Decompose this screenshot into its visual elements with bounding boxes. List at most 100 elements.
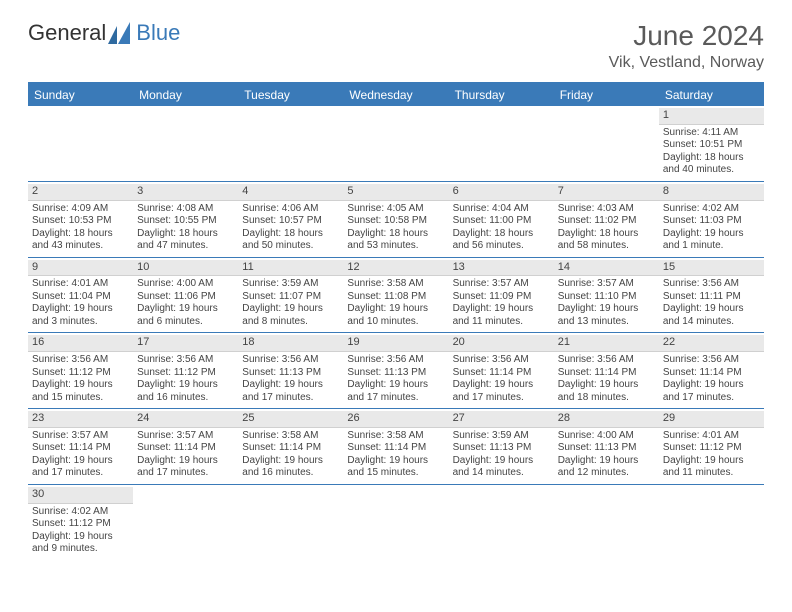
daylight-text: and 50 minutes. bbox=[242, 240, 339, 253]
sunrise-text: Sunrise: 4:02 AM bbox=[663, 203, 760, 216]
calendar-day: 18Sunrise: 3:56 AMSunset: 11:13 PMDaylig… bbox=[238, 333, 343, 408]
sunrise-text: Sunrise: 3:57 AM bbox=[32, 430, 129, 443]
calendar-day: 24Sunrise: 3:57 AMSunset: 11:14 PMDaylig… bbox=[133, 409, 238, 484]
sunset-text: Sunset: 11:14 PM bbox=[137, 442, 234, 455]
sunrise-text: Sunrise: 4:05 AM bbox=[347, 203, 444, 216]
sunset-text: Sunset: 11:13 PM bbox=[242, 367, 339, 380]
sunrise-text: Sunrise: 3:56 AM bbox=[137, 354, 234, 367]
sunset-text: Sunset: 10:51 PM bbox=[663, 139, 760, 152]
logo-icon bbox=[108, 22, 134, 44]
sunset-text: Sunset: 11:10 PM bbox=[558, 291, 655, 304]
calendar-day: 1Sunrise: 4:11 AMSunset: 10:51 PMDayligh… bbox=[659, 106, 764, 181]
daylight-text: and 16 minutes. bbox=[242, 467, 339, 480]
daylight-text: Daylight: 18 hours bbox=[663, 152, 760, 165]
daylight-text: and 40 minutes. bbox=[663, 164, 760, 177]
sunset-text: Sunset: 11:09 PM bbox=[453, 291, 550, 304]
day-number: 17 bbox=[133, 335, 238, 352]
sunset-text: Sunset: 11:02 PM bbox=[558, 215, 655, 228]
daylight-text: and 12 minutes. bbox=[558, 467, 655, 480]
daylight-text: Daylight: 19 hours bbox=[242, 303, 339, 316]
logo-text-2: Blue bbox=[136, 20, 180, 46]
sunrise-text: Sunrise: 4:00 AM bbox=[558, 430, 655, 443]
calendar-day: 29Sunrise: 4:01 AMSunset: 11:12 PMDaylig… bbox=[659, 409, 764, 484]
calendar-week: 23Sunrise: 3:57 AMSunset: 11:14 PMDaylig… bbox=[28, 409, 764, 485]
calendar-day-empty bbox=[133, 485, 238, 560]
calendar-day: 4Sunrise: 4:06 AMSunset: 10:57 PMDayligh… bbox=[238, 182, 343, 257]
daylight-text: and 16 minutes. bbox=[137, 392, 234, 405]
calendar-day: 25Sunrise: 3:58 AMSunset: 11:14 PMDaylig… bbox=[238, 409, 343, 484]
day-number: 15 bbox=[659, 260, 764, 277]
daylight-text: and 17 minutes. bbox=[663, 392, 760, 405]
sunset-text: Sunset: 11:12 PM bbox=[663, 442, 760, 455]
daylight-text: Daylight: 19 hours bbox=[663, 379, 760, 392]
day-number: 24 bbox=[133, 411, 238, 428]
daylight-text: Daylight: 19 hours bbox=[32, 531, 129, 544]
sunrise-text: Sunrise: 3:58 AM bbox=[242, 430, 339, 443]
calendar-day-empty bbox=[238, 485, 343, 560]
daylight-text: Daylight: 19 hours bbox=[663, 228, 760, 241]
calendar-day-empty bbox=[343, 485, 448, 560]
day-number: 6 bbox=[449, 184, 554, 201]
daylight-text: Daylight: 19 hours bbox=[32, 455, 129, 468]
sunrise-text: Sunrise: 3:56 AM bbox=[558, 354, 655, 367]
sunrise-text: Sunrise: 3:57 AM bbox=[453, 278, 550, 291]
sunrise-text: Sunrise: 3:56 AM bbox=[32, 354, 129, 367]
day-number: 5 bbox=[343, 184, 448, 201]
day-number: 8 bbox=[659, 184, 764, 201]
daylight-text: and 11 minutes. bbox=[453, 316, 550, 329]
day-number: 30 bbox=[28, 487, 133, 504]
daylight-text: and 10 minutes. bbox=[347, 316, 444, 329]
daylight-text: Daylight: 19 hours bbox=[663, 303, 760, 316]
daylight-text: and 56 minutes. bbox=[453, 240, 550, 253]
sunset-text: Sunset: 11:14 PM bbox=[453, 367, 550, 380]
day-number: 13 bbox=[449, 260, 554, 277]
calendar-day-empty bbox=[343, 106, 448, 181]
header: General Blue June 2024 Vik, Vestland, No… bbox=[0, 0, 792, 76]
sunrise-text: Sunrise: 3:56 AM bbox=[453, 354, 550, 367]
weekday-label: Monday bbox=[133, 84, 238, 106]
calendar-day: 10Sunrise: 4:00 AMSunset: 11:06 PMDaylig… bbox=[133, 258, 238, 333]
weekday-header: Sunday Monday Tuesday Wednesday Thursday… bbox=[28, 84, 764, 106]
logo: General Blue bbox=[28, 20, 180, 46]
calendar-day: 2Sunrise: 4:09 AMSunset: 10:53 PMDayligh… bbox=[28, 182, 133, 257]
daylight-text: and 13 minutes. bbox=[558, 316, 655, 329]
daylight-text: and 3 minutes. bbox=[32, 316, 129, 329]
calendar-day-empty bbox=[449, 106, 554, 181]
daylight-text: Daylight: 18 hours bbox=[32, 228, 129, 241]
daylight-text: and 14 minutes. bbox=[663, 316, 760, 329]
day-number: 28 bbox=[554, 411, 659, 428]
sunset-text: Sunset: 10:55 PM bbox=[137, 215, 234, 228]
weekday-label: Saturday bbox=[659, 84, 764, 106]
daylight-text: and 14 minutes. bbox=[453, 467, 550, 480]
calendar-day: 15Sunrise: 3:56 AMSunset: 11:11 PMDaylig… bbox=[659, 258, 764, 333]
day-number: 1 bbox=[659, 108, 764, 125]
calendar-day: 17Sunrise: 3:56 AMSunset: 11:12 PMDaylig… bbox=[133, 333, 238, 408]
daylight-text: Daylight: 18 hours bbox=[453, 228, 550, 241]
calendar-day: 3Sunrise: 4:08 AMSunset: 10:55 PMDayligh… bbox=[133, 182, 238, 257]
daylight-text: and 17 minutes. bbox=[347, 392, 444, 405]
sunset-text: Sunset: 11:14 PM bbox=[663, 367, 760, 380]
daylight-text: Daylight: 19 hours bbox=[558, 455, 655, 468]
day-number: 22 bbox=[659, 335, 764, 352]
daylight-text: and 58 minutes. bbox=[558, 240, 655, 253]
daylight-text: and 43 minutes. bbox=[32, 240, 129, 253]
sunset-text: Sunset: 11:14 PM bbox=[558, 367, 655, 380]
daylight-text: and 17 minutes. bbox=[32, 467, 129, 480]
daylight-text: and 11 minutes. bbox=[663, 467, 760, 480]
day-number: 11 bbox=[238, 260, 343, 277]
day-number: 2 bbox=[28, 184, 133, 201]
location: Vik, Vestland, Norway bbox=[609, 54, 764, 72]
calendar-day: 22Sunrise: 3:56 AMSunset: 11:14 PMDaylig… bbox=[659, 333, 764, 408]
sunset-text: Sunset: 11:13 PM bbox=[347, 367, 444, 380]
day-number: 25 bbox=[238, 411, 343, 428]
calendar-day: 26Sunrise: 3:58 AMSunset: 11:14 PMDaylig… bbox=[343, 409, 448, 484]
day-number: 12 bbox=[343, 260, 448, 277]
calendar-day: 19Sunrise: 3:56 AMSunset: 11:13 PMDaylig… bbox=[343, 333, 448, 408]
day-number: 29 bbox=[659, 411, 764, 428]
calendar-day: 5Sunrise: 4:05 AMSunset: 10:58 PMDayligh… bbox=[343, 182, 448, 257]
calendar-day: 20Sunrise: 3:56 AMSunset: 11:14 PMDaylig… bbox=[449, 333, 554, 408]
sunset-text: Sunset: 11:13 PM bbox=[558, 442, 655, 455]
daylight-text: Daylight: 18 hours bbox=[137, 228, 234, 241]
sunset-text: Sunset: 11:14 PM bbox=[347, 442, 444, 455]
sunset-text: Sunset: 11:11 PM bbox=[663, 291, 760, 304]
